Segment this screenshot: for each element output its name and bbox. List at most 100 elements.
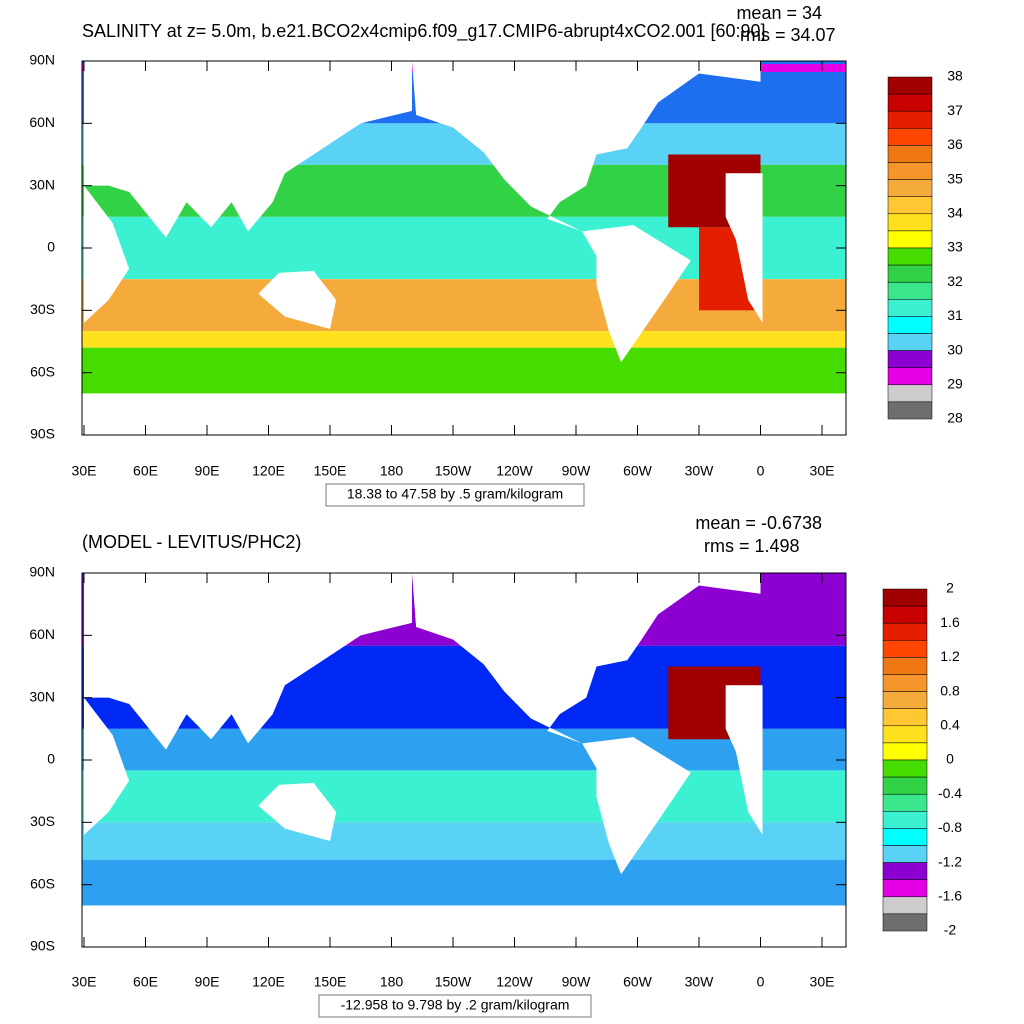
mean-label: mean = 34 [736,3,822,23]
colorbar-box [887,93,933,112]
colorbar-box [887,128,933,146]
land [84,697,130,835]
lon-label: 60W [623,463,653,479]
lat-label: 60N [29,114,55,130]
colorbar-box [882,879,928,898]
colorbar-box [887,281,933,300]
colorbar-box [887,264,933,283]
lat-label: 0 [47,239,55,255]
land [725,685,763,835]
colorbar-box [882,725,928,744]
rms-label: rms = 34.07 [740,25,836,45]
colorbar-label: 35 [947,170,963,186]
colorbar-box [882,708,928,727]
colorbar-label: -1.6 [938,888,962,904]
ocean-band [82,331,846,348]
colorbar-box [887,110,933,129]
lon-label: 30E [810,463,835,479]
land [84,61,412,238]
colorbar-box [887,316,933,334]
lat-label: 30S [30,301,55,317]
land [582,737,691,875]
lon-label: 180 [380,974,404,990]
colorbar-box [887,367,933,386]
lon-label: 0 [757,974,765,990]
lon-label: 150E [314,974,347,990]
lon-label: 90E [195,463,220,479]
lon-label: 30E [72,463,97,479]
colorbar-box [882,862,928,880]
colorbar-box [882,674,928,692]
land [84,185,130,323]
colorbar-label: -0.4 [938,785,962,801]
colorbar-label: -0.8 [938,819,962,835]
land [725,173,763,323]
colorbar-label: 1.6 [940,614,960,630]
colorbar-label: 33 [947,239,963,255]
lon-label: 30E [810,974,835,990]
colorbar-label: 0.8 [940,682,960,698]
lon-label: 150W [435,463,472,479]
colorbar-label: 38 [947,68,963,84]
colorbar-box [887,401,933,420]
lon-label: 0 [757,463,765,479]
colorbar-box [882,913,928,932]
lat-label: 60S [30,363,55,379]
land [412,61,761,232]
mean-label: mean = -0.6738 [695,513,822,533]
lon-label: 120W [496,974,533,990]
colorbar-label: 32 [947,273,963,289]
land [258,270,337,330]
colorbar-label: 30 [947,341,963,357]
colorbar-box [887,76,933,95]
colorbar-box [882,896,928,915]
colorbar-box [887,230,933,249]
colorbar-label: 29 [947,376,963,392]
colorbar-box [882,657,928,675]
lon-label: 120E [252,463,285,479]
colorbar-box [887,145,933,163]
colorbar-box [882,588,928,607]
colorbar-label: 2 [946,580,954,596]
caption-box [325,483,585,507]
land [84,573,412,750]
colorbar-box [882,640,928,658]
rms-label: rms = 1.498 [704,536,800,556]
caption-box [318,994,592,1018]
land [84,393,822,435]
panel-title: SALINITY at z= 5.0m, b.e21.BCO2x4cmip6.f… [82,21,766,42]
lat-label: 30N [29,688,55,704]
colorbar-box [887,333,933,351]
colorbar-box [887,350,933,368]
lat-label: 60S [30,875,55,891]
lat-label: 90N [29,52,55,68]
colorbar-label: 37 [947,102,963,118]
caption: 18.38 to 47.58 by .5 gram/kilogram [347,486,563,502]
lon-label: 120W [496,463,533,479]
colorbar-label: 36 [947,136,963,152]
colorbar-box [887,247,933,266]
lat-label: 90N [29,564,55,580]
lat-label: 90S [30,426,55,442]
lon-label: 60E [133,463,158,479]
colorbar-label: 28 [947,410,963,426]
ocean-band [82,347,846,394]
ocean-band [82,859,846,906]
lat-label: 60N [29,626,55,642]
land [258,782,337,842]
colorbar-box [882,811,928,829]
colorbar-box [887,179,933,197]
panel-title: (MODEL - LEVITUS/PHC2) [82,532,301,552]
colorbar-box [887,196,933,215]
colorbar-label: -2 [944,922,957,938]
colorbar-label: 31 [947,307,963,323]
lon-label: 150W [435,974,472,990]
colorbar-box [882,759,928,778]
lon-label: 30E [72,974,97,990]
lat-label: 90S [30,938,55,954]
map [82,573,846,947]
colorbar-label: 1.2 [940,648,960,664]
colorbar-label: -1.2 [938,853,962,869]
land [412,573,761,744]
